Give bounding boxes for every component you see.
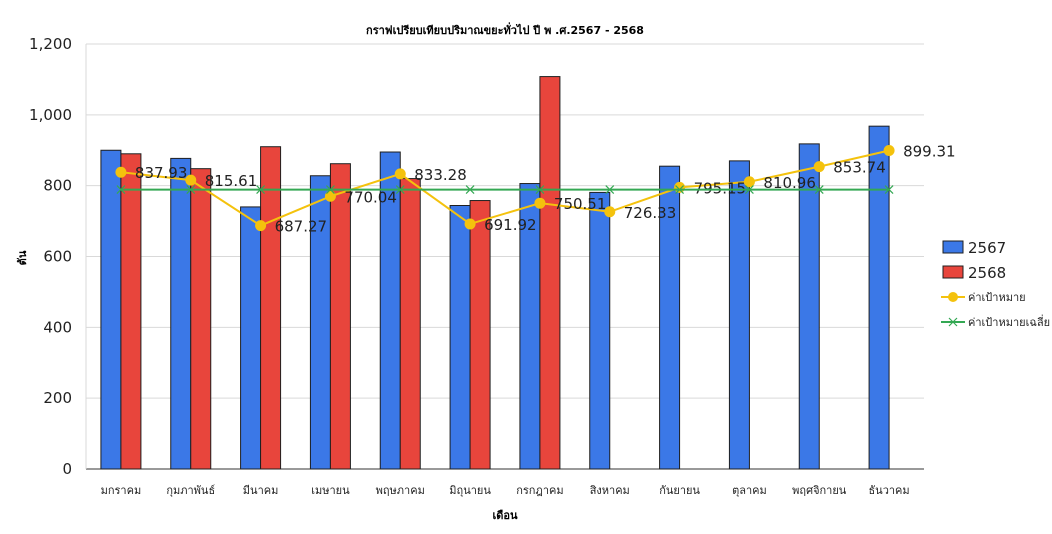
y-axis-title: ตัน <box>16 250 29 265</box>
bar-2567 <box>170 157 192 470</box>
bar-2568 <box>260 146 282 470</box>
x-tick-label: ธันวาคม <box>868 484 909 497</box>
target-point <box>394 168 406 180</box>
y-tick-label: 600 <box>43 248 72 266</box>
x-tick-label: ตุลาคม <box>732 484 767 497</box>
average-point <box>325 185 335 194</box>
bar-2568 <box>190 168 212 470</box>
data-label: 853.74 <box>833 159 886 177</box>
data-label: 750.51 <box>554 195 607 213</box>
y-tick-label: 400 <box>43 318 72 336</box>
average-point <box>884 185 894 194</box>
data-label: 810.96 <box>763 174 816 192</box>
average-point <box>395 185 405 194</box>
x-tick-label: กุมภาพันธ์ <box>166 484 215 497</box>
bar-2567 <box>728 160 750 470</box>
legend-label: 2567 <box>968 239 1006 257</box>
data-label: 899.31 <box>903 142 956 160</box>
bar-2567 <box>589 191 611 470</box>
average-point <box>814 185 824 194</box>
bar-2568 <box>539 76 561 470</box>
bar-2568 <box>399 178 421 470</box>
legend-swatch <box>942 265 964 279</box>
legend-label: ค่าเป้าหมาย <box>968 291 1026 304</box>
data-label: 795.15 <box>694 179 747 197</box>
data-label: 833.28 <box>414 166 467 184</box>
bar-2568 <box>469 200 491 470</box>
target-point <box>324 190 336 202</box>
target-point <box>883 144 895 156</box>
bar-2567 <box>449 205 471 470</box>
average-point <box>605 185 615 194</box>
y-tick-label: 1,200 <box>29 35 72 53</box>
x-tick-label: มีนาคม <box>243 484 279 497</box>
target-point <box>813 161 825 173</box>
bar-2567 <box>868 125 890 470</box>
bar-2567 <box>240 206 262 470</box>
lines: 837.93 815.61 687.27 770.04 833.28 691.92 750.… <box>115 142 956 236</box>
average-point <box>116 185 126 194</box>
bars <box>100 76 890 470</box>
x-tick-label: เมษายน <box>311 484 350 497</box>
data-label: 770.04 <box>344 188 397 206</box>
data-label: 687.27 <box>275 218 328 236</box>
target-point <box>115 166 127 178</box>
x-tick-label: สิงหาคม <box>589 484 629 497</box>
average-point <box>675 185 685 194</box>
y-tick-label: 1,000 <box>29 106 72 124</box>
average-point <box>256 185 266 194</box>
legend-label: ค่าเป้าหมายเฉลี่ย <box>968 314 1050 329</box>
legend-label: 2568 <box>968 264 1006 282</box>
average-point <box>465 185 475 194</box>
bar-2567 <box>100 149 122 470</box>
target-point <box>185 174 197 186</box>
legend-swatch <box>942 240 964 254</box>
target-point <box>255 220 267 232</box>
gridlines <box>85 43 924 470</box>
target-point <box>534 197 546 209</box>
y-tick-label: 200 <box>43 389 72 407</box>
y-tick-label: 0 <box>62 460 72 478</box>
x-axis-title: เดือน <box>492 509 518 522</box>
y-axis-ticks: 0 200 400 600 800 1,000 1,200 <box>29 35 72 478</box>
target-point <box>464 218 476 230</box>
x-tick-label: กันยายน <box>659 484 700 497</box>
target-point <box>604 206 616 218</box>
data-label: 837.93 <box>135 164 188 182</box>
x-tick-label: พฤศจิกายน <box>792 484 847 497</box>
bar-2568 <box>120 153 142 470</box>
x-axis-ticks: มกราคม กุมภาพันธ์ มีนาคม เมษายน พฤษภาคม มิถุน… <box>101 484 910 497</box>
x-tick-label: กรกฎาคม <box>516 484 563 497</box>
y-tick-label: 800 <box>43 177 72 195</box>
x-tick-label: พฤษภาคม <box>376 484 425 497</box>
average-point <box>744 185 754 194</box>
line-target <box>120 149 890 227</box>
data-label: 726.33 <box>624 204 677 222</box>
data-label: 815.61 <box>205 172 258 190</box>
average-point <box>535 185 545 194</box>
x-tick-label: มิถุนายน <box>449 484 491 497</box>
bar-2567 <box>798 143 820 470</box>
x-tick-label: มกราคม <box>101 484 142 497</box>
legend-marker <box>948 317 958 327</box>
average-point <box>186 185 196 194</box>
chart-title: กราฟเปรียบเทียบปริมาณขยะทั่วไป ปี พ .ศ.2… <box>366 22 644 37</box>
target-point <box>674 181 686 193</box>
bar-2567 <box>659 165 681 470</box>
bar-2568 <box>329 163 351 470</box>
legend-marker <box>948 292 958 302</box>
target-point <box>743 176 755 188</box>
data-label: 691.92 <box>484 216 537 234</box>
